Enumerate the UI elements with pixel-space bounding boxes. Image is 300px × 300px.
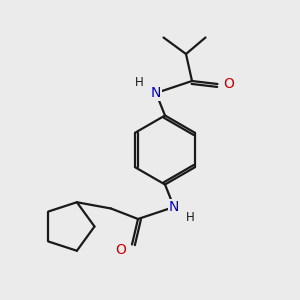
Text: H: H: [135, 76, 144, 89]
Text: N: N: [151, 86, 161, 100]
Text: H: H: [186, 211, 195, 224]
Text: N: N: [169, 200, 179, 214]
Text: O: O: [115, 244, 126, 257]
Text: O: O: [224, 77, 234, 91]
